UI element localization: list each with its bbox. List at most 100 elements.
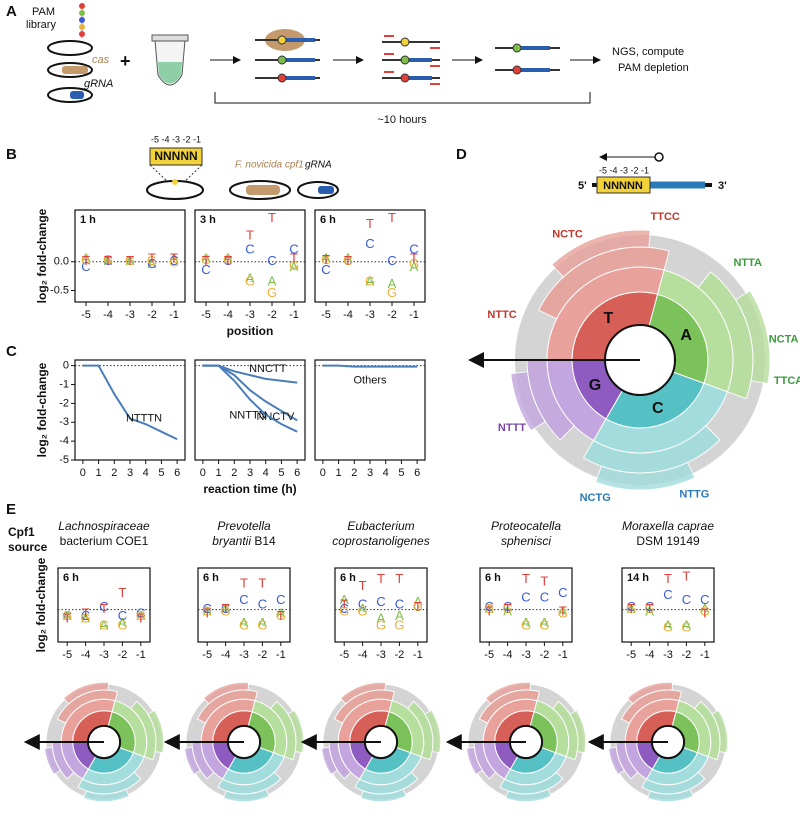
x-tick-label: 0 [200, 467, 206, 479]
letter-marker: T [664, 571, 672, 586]
sector-ring-4 [646, 788, 694, 803]
letter-marker: T [104, 253, 112, 268]
letter-marker: A [358, 601, 367, 616]
plot-title: 6 h [485, 572, 501, 584]
plot-title: 6 h [203, 572, 219, 584]
source-heading: source [8, 540, 48, 554]
letter-marker: C [521, 590, 530, 605]
x-tick-label: -1 [409, 309, 419, 321]
sector-ring-4 [551, 229, 651, 278]
x-tick-label: -2 [147, 309, 157, 321]
source-name-part: Lachnospiraceae [58, 519, 150, 533]
letter-marker: A [645, 603, 654, 618]
x-tick-label: -2 [387, 309, 397, 321]
letter-marker: C [99, 599, 108, 614]
x-tick-label: -4 [221, 649, 231, 661]
plasmid-icons [146, 164, 339, 200]
letter-marker: A [268, 273, 277, 288]
letter-marker: A [322, 250, 331, 265]
x-tick-label: -2 [267, 309, 277, 321]
letter-marker: A [81, 610, 90, 625]
letter-marker: G [147, 253, 157, 268]
letter-marker: C [223, 253, 232, 268]
source-name: Eubacterium [347, 519, 414, 533]
letter-marker: A [540, 615, 549, 630]
letter-marker: C [136, 606, 145, 621]
y-tick-label: -2 [59, 397, 69, 409]
source-name-part: sphenisci [501, 534, 551, 548]
cas-label: cas [92, 54, 110, 66]
letter-marker: A [258, 615, 267, 630]
x-tick-label: -1 [136, 649, 146, 661]
x-tick-label: 3 [127, 467, 133, 479]
letter-marker: A [413, 594, 422, 609]
letter-marker: A [388, 276, 397, 291]
x-tick-label: -4 [645, 649, 655, 661]
complex-icon [255, 29, 320, 83]
letter-marker: A [224, 250, 233, 265]
sector-letter: A [680, 327, 692, 344]
plot-title: 1 h [80, 214, 96, 226]
letter-marker: T [395, 571, 403, 586]
plot-title: 6 h [63, 572, 79, 584]
group-label: NTTA [733, 257, 762, 269]
plot-title: 6 h [320, 214, 336, 226]
letter-marker: G [201, 252, 211, 267]
letter-marker: T [359, 578, 367, 593]
letter-marker: T [485, 603, 493, 618]
sector-ring-4 [510, 371, 546, 432]
letter-marker: C [203, 601, 212, 616]
letter-marker: C [558, 585, 567, 600]
source-name-part: Eubacterium [347, 519, 414, 533]
letter-marker: A [682, 617, 691, 632]
x-tick-label: 6 [414, 467, 420, 479]
x-tick-label: -3 [245, 309, 255, 321]
x-tick-label: -5 [202, 649, 212, 661]
letter-marker: G [626, 601, 636, 616]
letter-marker: C [276, 592, 285, 607]
letter-marker: C [340, 601, 349, 616]
letter-marker: C [395, 596, 404, 611]
x-tick-label: 3 [247, 467, 253, 479]
letter-marker: C [358, 596, 367, 611]
letter-marker: G [81, 252, 91, 267]
tube-icon [151, 34, 189, 86]
letter-marker: A [100, 617, 109, 632]
letter-marker: C [321, 262, 330, 277]
group-label: NCTG [580, 492, 611, 504]
letter-marker: T [344, 253, 352, 268]
y-axis-label: log₂ fold-change [35, 362, 49, 457]
plot-title: 14 h [627, 572, 649, 584]
cas-label: F. novicida cpf1 [235, 160, 304, 171]
letter-marker: G [267, 285, 277, 300]
x-tick-label: -3 [239, 649, 249, 661]
letter-marker: A [136, 608, 145, 623]
source-name-part: Proteocatella [491, 519, 561, 533]
letter-marker: G [645, 601, 655, 616]
group-label: NTTT [498, 422, 526, 434]
x-tick-label: -5 [321, 309, 331, 321]
grna-label: gRNA [84, 78, 113, 90]
letter-marker: G [289, 258, 299, 273]
sector-ring-4 [183, 746, 202, 776]
letter-marker: T [170, 250, 178, 265]
letter-marker: C [103, 253, 112, 268]
letter-marker: A [240, 615, 249, 630]
letter-marker: G [257, 617, 267, 632]
x-tick-label: -4 [503, 649, 513, 661]
letter-marker: T [290, 250, 298, 265]
letter-marker: C [201, 262, 210, 277]
pam-text: NNNNN [603, 180, 643, 192]
sector-ring-4 [359, 788, 407, 803]
series-label: Others [353, 375, 387, 387]
x-tick-label: -2 [118, 649, 128, 661]
letter-marker: T [203, 606, 211, 621]
letter-marker: T [522, 571, 530, 586]
sector-ring-4 [607, 746, 626, 776]
guide-direction [599, 152, 664, 162]
letter-marker: G [484, 601, 494, 616]
letter-marker: A [366, 273, 375, 288]
sector-ring-4 [504, 788, 552, 803]
x-tick-label: -4 [81, 649, 91, 661]
plot-title: 3 h [200, 214, 216, 226]
